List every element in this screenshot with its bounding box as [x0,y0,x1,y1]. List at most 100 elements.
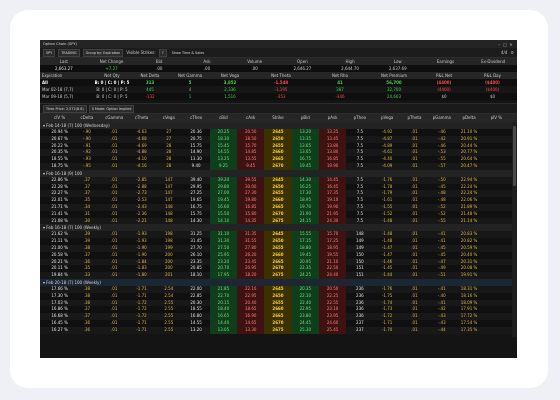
chain-row[interactable]: 20.94 % -.90 .01 -4.63 27 20.36 20.25 20.50 2645… [40,129,517,136]
chain-cell[interactable]: .01 [111,292,118,298]
chain-cell[interactable]: -1.93 [136,238,147,244]
chain-cell[interactable]: -1.46 [381,258,393,264]
chain-cell[interactable]: .01 [411,217,418,223]
chain-cell[interactable]: 28 [166,162,172,168]
chain-cell[interactable]: 7.5 [356,162,364,168]
chain-cell[interactable]: 20.44 % [460,142,478,148]
chain-cell[interactable]: .36 [83,258,91,264]
chain-cell[interactable]: .37 [83,306,91,312]
close-button[interactable]: ✕ [509,41,513,47]
chain-cell[interactable]: 24.60 [318,319,347,327]
chain-cell[interactable]: 14.30 [190,217,202,223]
chain-cell[interactable]: .01 [411,162,418,168]
chain-cell[interactable]: .01 [411,231,418,237]
chain-cell[interactable]: 20.67 % [51,135,68,141]
chain-cell[interactable]: -1.48 [381,217,393,223]
chain-header-cgamma[interactable]: cGamma [105,115,124,120]
chain-cell[interactable]: -.41 [437,299,446,305]
chain-cell[interactable]: 2650 [264,183,292,191]
chain-cell[interactable]: -2.88 [136,183,147,189]
chain-cell[interactable]: .01 [111,231,118,237]
chain-row[interactable]: 20.35 % -.92 .01 -4.88 28 14.90 14.55 14.85 2660… [40,149,517,157]
chain-cell[interactable]: 2.55 [164,319,174,325]
chain-cell[interactable]: 13.65 [291,149,319,157]
chain-cell[interactable]: 31.30 [209,238,238,245]
chain-cell[interactable]: .38 [83,285,91,291]
chain-cell[interactable]: -.43 [437,313,446,319]
chain-cell[interactable]: 148 [165,210,173,216]
chain-cell[interactable]: .01 [411,197,418,203]
chain-cell[interactable]: 15.75 [190,210,202,216]
chain-cell[interactable]: .01 [111,142,118,148]
chain-cell[interactable]: 16.86 % [51,306,68,312]
chain-cell[interactable]: 13.30 [190,156,202,162]
chain-cell[interactable]: -1.71 [136,285,147,291]
chain-cell[interactable]: 27.80 [237,244,265,252]
chain-cell[interactable]: 2.54 [164,292,174,298]
chain-cell[interactable]: -.92 [83,149,91,155]
chain-cell[interactable]: 17.15 [291,238,319,245]
chain-cell[interactable]: 20.35 % [51,149,68,155]
chain-cell[interactable]: .01 [411,244,418,250]
chain-cell[interactable]: 147 [165,190,173,196]
chain-cell[interactable]: 20.21 % [51,258,68,264]
chain-cell[interactable]: -.50 [437,176,446,182]
chain-cell[interactable]: 39.55 [237,176,265,184]
chain-cell[interactable]: -.90 [83,135,91,141]
chain-cell[interactable]: -4.92 [381,129,393,134]
chain-cell[interactable]: 13.05 [209,326,238,334]
chain-cell[interactable]: 20.31 % [460,258,478,264]
chain-cell[interactable]: 17.54 % [460,319,478,325]
chain-cell[interactable]: .01 [111,299,118,305]
chain-cell[interactable]: 2655 [264,142,292,150]
chain-cell[interactable]: 21.41 % [51,210,68,216]
chain-cell[interactable]: .30 [83,217,91,223]
chain-cell[interactable]: 147 [165,183,173,189]
chain-cell[interactable]: -1.78 [381,183,393,189]
chain-cell[interactable]: 31.45 [190,238,202,244]
chain-cell[interactable]: 148 [165,217,173,223]
chain-cell[interactable]: 2670 [264,210,292,218]
chain-cell[interactable]: 200 [165,265,173,271]
chain-cell[interactable]: 27.25 [190,190,202,196]
chain-cell[interactable]: -1.44 [381,272,393,278]
chain-cell[interactable]: 17.35 % [460,326,478,332]
chain-cell[interactable]: 20.70 [209,265,238,273]
chain-row[interactable]: 21.71 % .34 .01 -2.43 148 16.75 16.60 16.85 2665… [40,203,517,211]
mode-select[interactable]: S Mode: Option Implied [88,104,135,113]
chain-cell[interactable]: 7.5 [356,217,364,223]
chain-cell[interactable]: 2.54 [164,285,174,291]
chain-cell[interactable]: 2675 [264,272,292,279]
chain-header-pbid[interactable]: pBid [300,115,310,120]
chain-cell[interactable]: 25.95 [209,251,238,259]
minimize-button[interactable]: – [498,41,500,47]
chain-cell[interactable]: 151 [356,265,364,271]
chain-cell[interactable]: 14.45 [318,176,347,184]
chain-cell[interactable]: 14.55 [209,149,238,157]
chain-cell[interactable]: -.42 [437,135,446,141]
chain-cell[interactable]: 22.00 [190,285,202,291]
chain-cell[interactable]: -1.72 [136,306,147,312]
chain-cell[interactable]: -4.88 [136,149,147,155]
chain-cell[interactable]: 21.10 % [460,129,478,134]
chain-cell[interactable]: 16.90 [237,313,265,320]
chain-cell[interactable]: .01 [111,129,118,134]
chain-cell[interactable]: 30.00 [237,183,265,191]
chain-cell[interactable]: 7.5 [356,203,364,209]
scrollbar-thumb[interactable] [513,126,516,186]
chain-cell[interactable]: 20.22 % [51,142,68,148]
chain-cell[interactable]: 19.45 [291,251,319,259]
chain-cell[interactable]: 7.5 [356,197,364,203]
chain-cell[interactable]: 20.94 % [51,129,68,134]
chain-cell[interactable]: 21.10 [318,258,347,266]
chain-cell[interactable]: 148 [356,231,364,237]
chain-cell[interactable]: 23.45 [237,258,265,266]
chain-cell[interactable]: .33 [83,272,91,278]
chain-cell[interactable]: 2655 [264,299,292,307]
chain-cell[interactable]: 16.75 [291,156,319,163]
chain-cell[interactable]: 147 [165,197,173,203]
chain-cell[interactable]: -1.80 [136,272,147,278]
chain-cell[interactable]: .01 [411,292,418,298]
chain-cell[interactable]: 2670 [264,319,292,327]
chain-cell[interactable]: -.44 [437,326,446,332]
